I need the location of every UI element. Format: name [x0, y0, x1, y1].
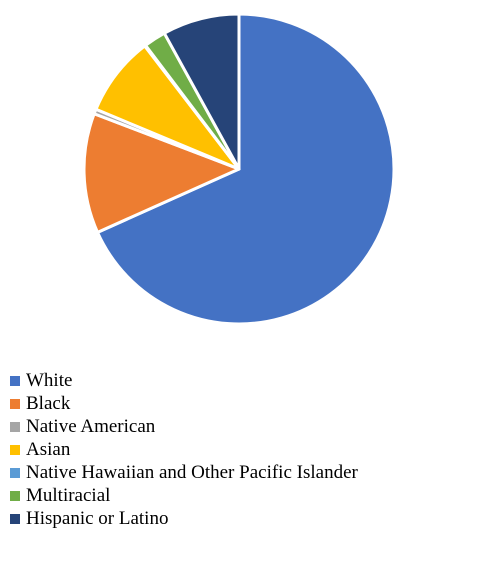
pie-slice-black: [82, 112, 241, 234]
legend-label: Black: [26, 392, 71, 414]
legend-swatch: [10, 444, 20, 455]
legend-swatch: [10, 398, 20, 409]
legend-item-hispanic-or-latino: Hispanic or Latino: [10, 507, 358, 530]
legend-label: Native Hawaiian and Other Pacific Island…: [26, 461, 358, 483]
pie-slice-white: [96, 12, 396, 326]
legend-swatch: [10, 490, 20, 501]
legend-item-native-american: Native American: [10, 415, 358, 438]
legend-item-native-hawaiian-and-other-pacific-islander: Native Hawaiian and Other Pacific Island…: [10, 461, 358, 484]
legend-item-black: Black: [10, 392, 358, 415]
legend-item-multiracial: Multiracial: [10, 484, 358, 507]
legend-swatch: [10, 421, 20, 432]
legend-swatch: [10, 375, 20, 386]
legend-label: Multiracial: [26, 484, 111, 506]
legend: White Black Native American Asian Native Haw…: [10, 369, 358, 530]
pie-slice-hispanic-or-latino: [162, 12, 241, 171]
legend-label: Asian: [26, 438, 71, 460]
legend-swatch: [10, 467, 20, 478]
legend-label: White: [26, 369, 73, 391]
legend-label: Native American: [26, 415, 156, 437]
pie-plot-area: [82, 12, 396, 326]
legend-label: Hispanic or Latino: [26, 507, 169, 529]
pie-slices: [82, 12, 396, 326]
legend-item-white: White: [10, 369, 358, 392]
legend-item-asian: Asian: [10, 438, 358, 461]
legend-swatch: [10, 513, 20, 524]
